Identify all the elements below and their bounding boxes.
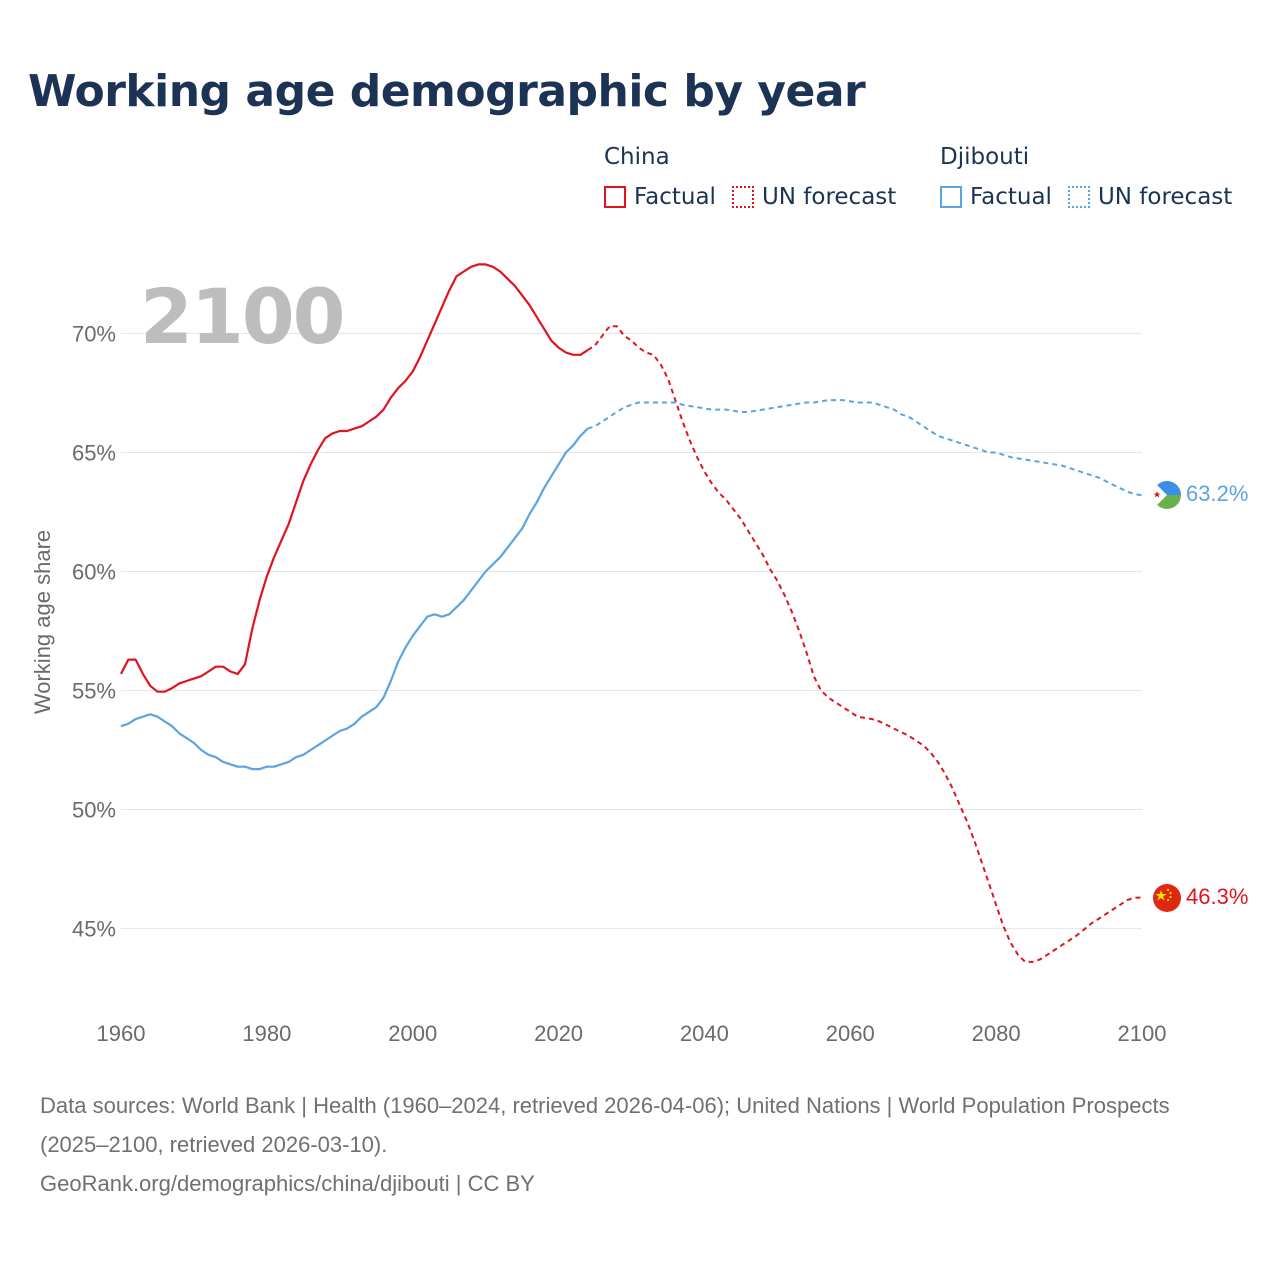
y-tick-label: 55% [72,679,116,704]
line-chart: 45% 50% 55% 60% 65% 70% 1960 1980 2000 2020 2040 20… [30,263,1167,1046]
series-line-djibouti-forecast [587,399,1143,497]
x-tick-label: 2040 [680,1021,729,1046]
legend-group-name: China [604,144,670,170]
year-watermark: 2100 [140,272,346,361]
end-label-china: 46.3% [1186,883,1249,909]
legend-item-china-forecast[interactable]: UN forecast [731,184,897,210]
data-sources: Data sources: World Bank | Health (1960–… [40,1093,1170,1157]
china-flag-icon [1153,883,1181,912]
x-tick-label: 2100 [1118,1021,1167,1046]
djibouti-flag-icon [1153,481,1181,510]
solid-swatch-icon [940,186,962,208]
footer: Data sources: World Bank | Health (1960–… [40,1086,1220,1203]
series-line-djibouti-factual [120,427,589,771]
legend-group-china: China Factual UN forecast [604,144,912,210]
dotted-swatch-icon [1067,186,1090,208]
legend-group-name: Djibouti [940,144,1030,170]
solid-swatch-icon [604,186,626,208]
legend-item-djibouti-factual[interactable]: Factual [940,184,1052,210]
y-tick-label: 60% [72,559,116,584]
x-tick-label: 1980 [242,1021,291,1046]
x-tick-label: 2000 [388,1021,437,1046]
y-tick-label: 45% [72,917,116,942]
legend-label: UN forecast [1097,184,1233,210]
y-tick-label: 65% [72,440,116,465]
x-tick-label: 2060 [826,1021,875,1046]
legend-label: Factual [634,184,716,210]
y-axis-label: Working age share [30,530,55,714]
series-line-china-forecast [587,325,1142,963]
x-tick-label: 2020 [534,1021,583,1046]
dotted-swatch-icon [731,186,754,208]
series-line-china-factual [120,263,589,693]
legend-group-djibouti: Djibouti Factual UN forecast [940,144,1232,210]
end-label-djibouti: 63.2% [1186,481,1249,507]
legend-item-djibouti-forecast[interactable]: UN forecast [1067,184,1233,210]
x-tick-label: 1960 [97,1021,146,1046]
legend-label: Factual [970,184,1052,210]
chart-title: Working age demographic by year [28,66,866,117]
x-tick-label: 2080 [972,1021,1021,1046]
legend-label: UN forecast [761,184,897,210]
legend-item-china-factual[interactable]: Factual [604,184,716,210]
y-tick-label: 50% [72,798,116,823]
y-tick-label: 70% [72,321,116,346]
credit-link[interactable]: GeoRank.org/demographics/china/djibouti … [40,1171,535,1196]
